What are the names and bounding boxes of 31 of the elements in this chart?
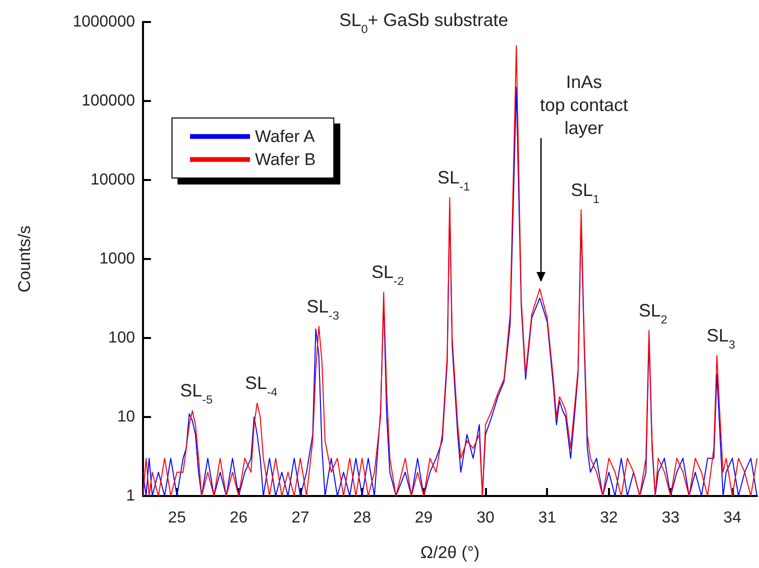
annotation: SL$_{-3}$ bbox=[306, 296, 340, 322]
annotation: SL$_{-1}$ bbox=[437, 168, 470, 194]
y-tick-label: 10000 bbox=[90, 172, 136, 188]
annotation: SL$_{0}$+ GaSb substrate bbox=[339, 10, 508, 36]
annotation: SL$_{-5}$ bbox=[180, 380, 214, 406]
x-tick-label: 34 bbox=[723, 510, 742, 526]
y-tick-label: 1000 bbox=[99, 250, 136, 268]
x-tick-label: 25 bbox=[168, 510, 186, 526]
x-tick-label: 29 bbox=[414, 510, 433, 526]
annotation: InAs top contact layer bbox=[540, 72, 628, 138]
annotation: SL$_{2}$ bbox=[638, 300, 668, 326]
annotation: SL$_{1}$ bbox=[570, 180, 600, 206]
x-tick-label: 28 bbox=[353, 510, 372, 526]
y-tick-label: 100 bbox=[108, 330, 136, 346]
y-tick-label: 1000000 bbox=[72, 14, 136, 30]
x-tick-label: 31 bbox=[538, 510, 556, 526]
x-tick-label: 32 bbox=[600, 510, 618, 526]
y-axis-title: Counts/s bbox=[15, 225, 34, 293]
y-tick-label: 1 bbox=[126, 488, 136, 504]
x-axis-title: Ω/2θ (°) bbox=[420, 543, 480, 562]
x-tick-label: 26 bbox=[230, 510, 248, 526]
x-tick-label: 27 bbox=[291, 510, 310, 526]
legend-label: Wafer B bbox=[255, 150, 316, 169]
legend-label: Wafer A bbox=[255, 127, 316, 146]
x-tick-label: 30 bbox=[476, 510, 494, 526]
annotation: SL$_{3}$ bbox=[706, 326, 736, 352]
annotation: SL$_{-4}$ bbox=[244, 373, 278, 399]
y-tick-label: 10 bbox=[117, 408, 136, 426]
x-tick-label: 33 bbox=[662, 510, 680, 526]
y-tick-label: 100000 bbox=[82, 92, 136, 110]
annotation: SL$_{-2}$ bbox=[371, 262, 404, 288]
